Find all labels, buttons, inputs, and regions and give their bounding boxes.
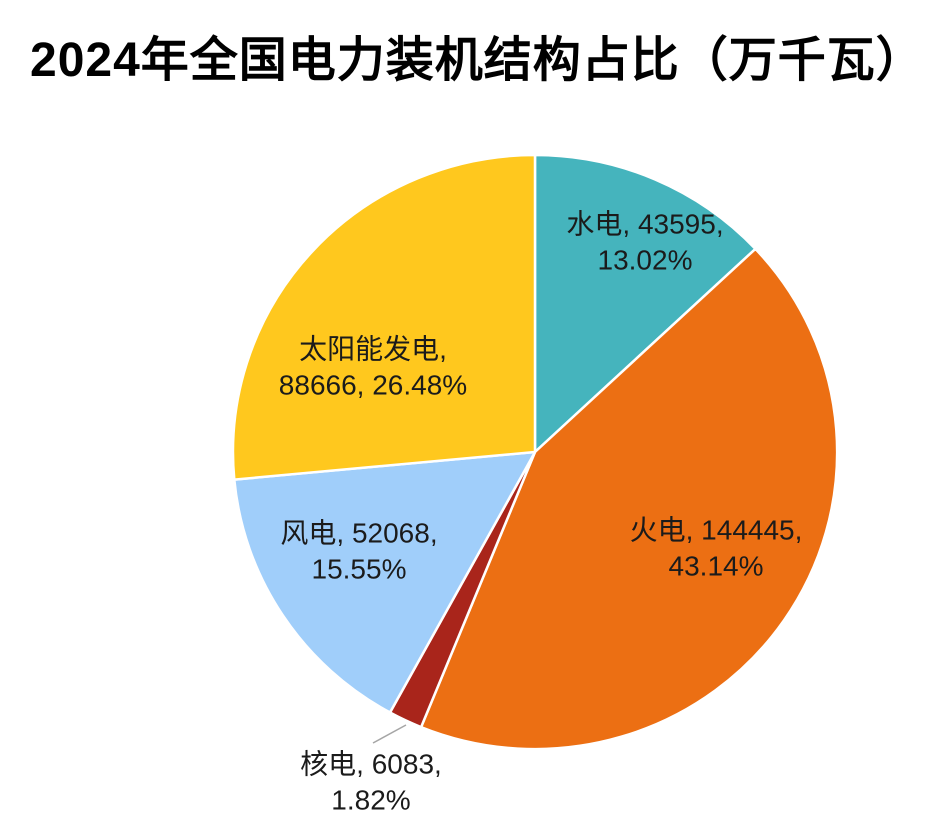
pie-slice-thermal [419, 247, 839, 751]
nuclear-label-leader-line [372, 724, 407, 744]
pie-slice-wind [233, 450, 537, 714]
chart-title: 2024年全国电力装机结构占比（万千瓦） [30, 34, 925, 87]
pie-slice-hydro [533, 153, 757, 454]
pie-slice-solar [231, 153, 537, 481]
